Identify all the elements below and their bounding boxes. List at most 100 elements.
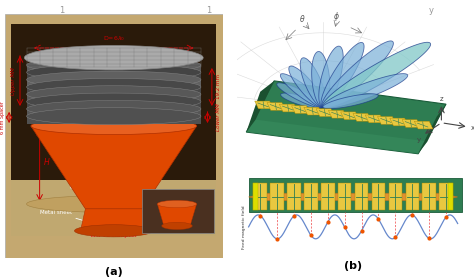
Ellipse shape (27, 71, 201, 88)
Polygon shape (304, 107, 322, 115)
Polygon shape (246, 81, 274, 132)
Text: Metal sheet: Metal sheet (40, 210, 106, 228)
Text: 19.2 mm: 19.2 mm (216, 75, 221, 99)
Polygon shape (157, 204, 197, 226)
Polygon shape (246, 81, 446, 154)
Bar (321, 183, 335, 211)
Ellipse shape (24, 45, 203, 70)
Polygon shape (390, 118, 409, 126)
Bar (254, 183, 267, 211)
Polygon shape (322, 42, 430, 108)
Polygon shape (322, 41, 393, 107)
Text: y: y (416, 137, 420, 143)
Bar (338, 183, 351, 211)
Polygon shape (277, 83, 323, 108)
Text: y: y (429, 6, 434, 14)
Polygon shape (402, 120, 420, 127)
Text: $\phi$: $\phi$ (334, 10, 340, 23)
Polygon shape (27, 65, 201, 72)
Ellipse shape (27, 100, 201, 117)
Bar (372, 183, 385, 211)
Polygon shape (292, 106, 310, 114)
Polygon shape (11, 179, 216, 236)
Polygon shape (27, 109, 201, 116)
Text: 6 mm Spacer: 6 mm Spacer (0, 101, 5, 134)
Ellipse shape (27, 78, 201, 96)
Polygon shape (246, 120, 428, 154)
Text: x: x (471, 125, 474, 131)
Polygon shape (11, 24, 216, 236)
Text: Upper MM: Upper MM (11, 67, 16, 95)
Polygon shape (27, 94, 201, 102)
Polygon shape (27, 102, 201, 109)
Polygon shape (289, 66, 324, 107)
Text: H: H (44, 158, 50, 167)
Polygon shape (316, 109, 335, 117)
Polygon shape (27, 72, 201, 80)
Text: Circular base: Circular base (70, 185, 111, 209)
Polygon shape (323, 74, 408, 108)
Polygon shape (300, 58, 326, 107)
Point (307, 233, 315, 238)
Text: D=6$\lambda_0$: D=6$\lambda_0$ (103, 34, 125, 43)
Text: Feed magnetic field: Feed magnetic field (242, 205, 246, 249)
Ellipse shape (27, 64, 201, 81)
Text: (a): (a) (105, 267, 123, 277)
Text: $\theta$: $\theta$ (299, 13, 305, 24)
Bar (270, 183, 284, 211)
Point (273, 237, 281, 241)
Ellipse shape (27, 57, 201, 74)
Point (358, 229, 365, 233)
Polygon shape (377, 117, 396, 124)
Ellipse shape (27, 86, 201, 103)
Point (256, 213, 264, 218)
Polygon shape (27, 116, 201, 124)
Text: Lower MM: Lower MM (216, 104, 221, 131)
Bar (248, 178, 462, 212)
Bar (142, 189, 214, 233)
Point (442, 215, 450, 219)
Bar (448, 183, 453, 211)
Text: 3D printed horn: 3D printed horn (121, 95, 175, 114)
Polygon shape (5, 14, 223, 258)
Point (290, 214, 298, 218)
Ellipse shape (31, 117, 197, 135)
Polygon shape (319, 46, 343, 107)
Text: (b): (b) (344, 261, 362, 271)
Point (409, 213, 416, 217)
Point (324, 220, 332, 224)
Polygon shape (328, 110, 347, 118)
Polygon shape (281, 93, 323, 108)
Bar (253, 183, 258, 211)
Polygon shape (27, 87, 201, 94)
Polygon shape (321, 42, 364, 107)
Ellipse shape (162, 222, 192, 230)
Text: 4 Layers of a MM: 4 Layers of a MM (125, 100, 172, 156)
Bar (355, 183, 368, 211)
Bar (304, 183, 318, 211)
Bar (406, 183, 419, 211)
Polygon shape (27, 80, 201, 87)
Ellipse shape (157, 200, 197, 208)
Ellipse shape (27, 93, 201, 110)
Ellipse shape (27, 108, 201, 125)
Text: WR-75 Adapter: WR-75 Adapter (90, 233, 137, 238)
Polygon shape (279, 104, 298, 112)
Polygon shape (248, 193, 457, 201)
Polygon shape (281, 74, 324, 107)
Bar (389, 183, 402, 211)
Text: 1: 1 (59, 6, 64, 14)
Polygon shape (267, 102, 286, 110)
Point (425, 236, 433, 241)
Polygon shape (323, 94, 378, 109)
Point (341, 225, 348, 230)
Ellipse shape (27, 196, 201, 212)
Polygon shape (365, 115, 384, 123)
Text: 1: 1 (206, 6, 211, 14)
Point (392, 235, 399, 240)
Bar (439, 183, 453, 211)
Polygon shape (414, 121, 433, 129)
Text: 4 mm Spacer: 4 mm Spacer (66, 128, 103, 142)
Text: z: z (439, 96, 443, 102)
Polygon shape (353, 114, 372, 121)
